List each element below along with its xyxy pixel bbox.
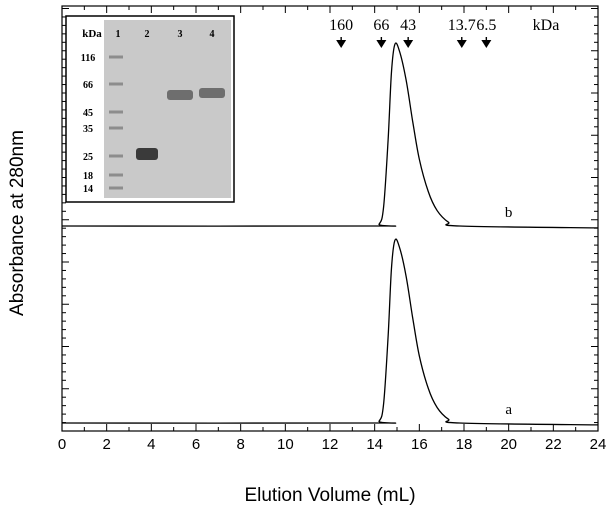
marker-arrow-head [481, 40, 492, 48]
x-tick-label: 8 [236, 436, 244, 453]
inset-ladder-label: 18 [83, 171, 93, 182]
inset-ladder-label: 35 [83, 124, 93, 135]
ladder-band [109, 186, 123, 190]
x-tick-label: 4 [147, 436, 155, 453]
series-line-a [61, 238, 599, 426]
marker-arrow-head [336, 40, 347, 48]
mw-markers: 160 66 43 13.7 6.5 kDa [329, 17, 559, 48]
series-line-b [61, 42, 599, 229]
x-tick-label: 10 [277, 436, 294, 453]
marker-label: 66 [373, 17, 389, 34]
inset-ladder-unit: kDa [82, 28, 102, 40]
inset-ladder-label: 14 [83, 184, 93, 195]
x-tick-label: 24 [590, 436, 607, 453]
inset-lane-label: 3 [178, 29, 183, 40]
ladder-band [109, 110, 123, 114]
ladder-band [109, 126, 123, 130]
x-tick-label: 16 [411, 436, 428, 453]
x-axis-title: Elution Volume (mL) [244, 485, 415, 506]
marker-unit-label: kDa [533, 17, 560, 34]
inset-lane-label: 1 [116, 29, 121, 40]
lane3-band [167, 90, 193, 100]
inset-ladder-label: 45 [83, 108, 93, 119]
marker-label: 43 [400, 17, 416, 34]
x-tick-label: 14 [366, 436, 383, 453]
y-axis-title: Absorbance at 280nm [7, 130, 28, 316]
lane4-band [199, 88, 225, 98]
marker-label: 13.7 [448, 17, 476, 34]
marker-arrow-head [376, 40, 387, 48]
x-tick-label: 12 [322, 436, 339, 453]
series-label-b: b [505, 205, 513, 221]
inset-lane-label: 4 [210, 29, 215, 40]
x-tick-label: 2 [102, 436, 110, 453]
x-tick-label: 6 [192, 436, 200, 453]
series-label-a: a [505, 402, 512, 418]
series-lines: ab [61, 42, 599, 426]
marker-arrow-head [456, 40, 467, 48]
ladder-band [109, 154, 123, 158]
gel-image [104, 20, 231, 198]
lane2-band [136, 148, 158, 160]
marker-arrow-head [403, 40, 414, 48]
x-tick-label: 18 [456, 436, 473, 453]
inset-ladder-label: 116 [81, 53, 95, 64]
x-tick-label: 20 [500, 436, 517, 453]
ladder-band [109, 82, 123, 86]
inset-ladder-label: 66 [83, 80, 93, 91]
inset-ladder-label: 25 [83, 152, 93, 163]
x-tick-label: 22 [545, 436, 562, 453]
marker-label: 160 [329, 17, 353, 34]
marker-label: 6.5 [476, 17, 496, 34]
ladder-band [109, 55, 123, 59]
ladder-band [109, 173, 123, 177]
inset-lane-label: 2 [145, 29, 150, 40]
sds-page-inset: kDa 1 2 3 4 116 66 45 35 25 18 14 [65, 15, 235, 203]
x-tick-label: 0 [58, 436, 66, 453]
